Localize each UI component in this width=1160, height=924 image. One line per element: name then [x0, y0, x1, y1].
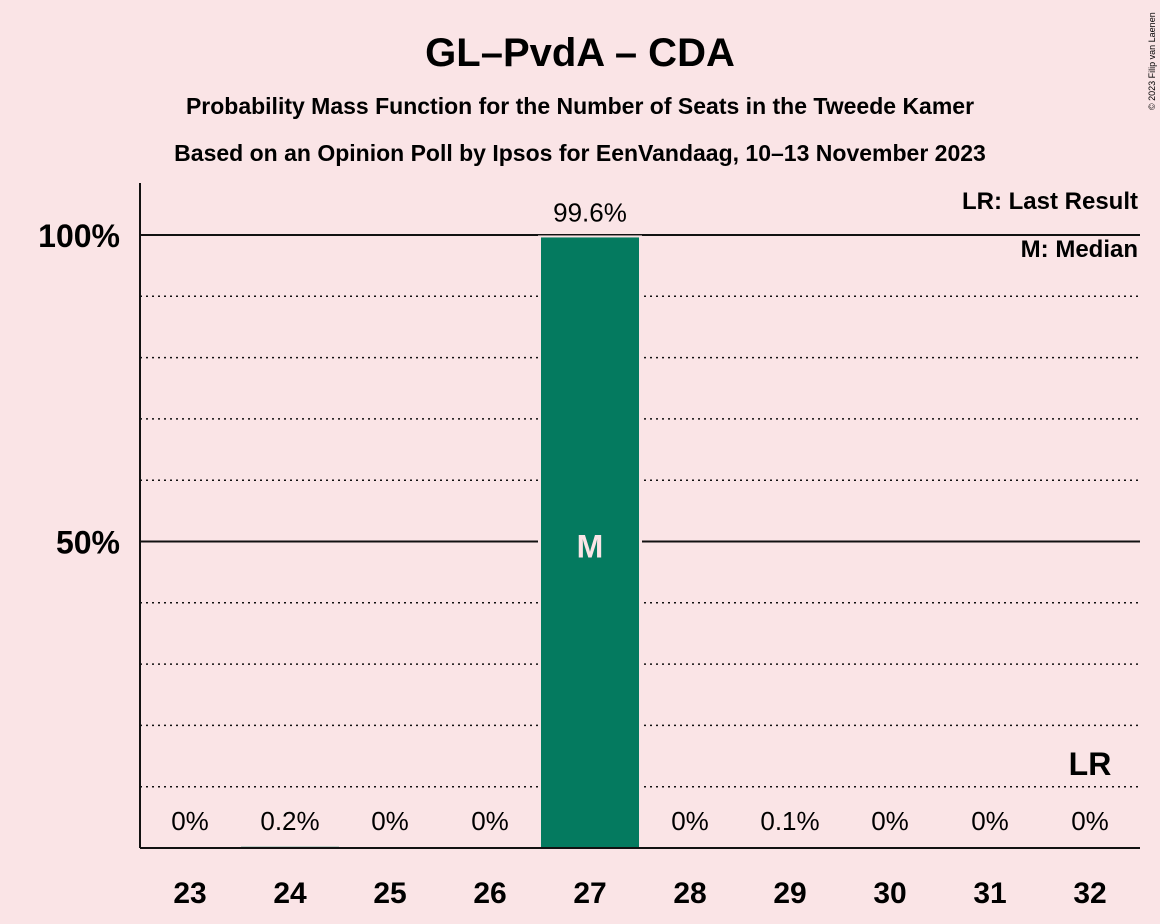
value-label-29: 0.1%	[760, 806, 819, 836]
bar-27	[541, 237, 639, 848]
x-tick-28: 28	[673, 877, 706, 910]
y-tick-labels: 50% 100%	[38, 218, 120, 561]
x-tick-labels: 23 24 25 26 27 28 29 30 31 32	[173, 877, 1106, 910]
value-label-26: 0%	[471, 806, 509, 836]
x-tick-29: 29	[773, 877, 806, 910]
value-label-32: 0%	[1071, 806, 1109, 836]
x-tick-32: 32	[1073, 877, 1106, 910]
value-label-30: 0%	[871, 806, 909, 836]
x-tick-25: 25	[373, 877, 406, 910]
value-label-24: 0.2%	[260, 806, 319, 836]
copyright-text: © 2023 Filip van Laenen	[1147, 12, 1157, 110]
value-labels: 0% 0.2% 0% 0% 99.6% M 0% 0.1% 0% 0% 0% LR	[171, 197, 1111, 836]
value-label-27: 99.6%	[553, 197, 627, 227]
x-tick-23: 23	[173, 877, 206, 910]
chart-subtitle-2: Based on an Opinion Poll by Ipsos for Ee…	[174, 140, 986, 166]
chart-subtitle: Probability Mass Function for the Number…	[186, 93, 974, 119]
x-tick-26: 26	[473, 877, 506, 910]
last-result-marker: LR	[1069, 746, 1112, 782]
bars	[241, 235, 839, 848]
median-marker: M	[577, 529, 604, 565]
chart-title: GL–PvdA – CDA	[425, 31, 735, 75]
x-tick-27: 27	[573, 877, 606, 910]
axes	[139, 183, 1140, 849]
x-tick-30: 30	[873, 877, 906, 910]
legend-last-result: LR: Last Result	[962, 188, 1138, 215]
value-label-31: 0%	[971, 806, 1009, 836]
y-tick-100: 100%	[38, 218, 120, 254]
value-label-23: 0%	[171, 806, 209, 836]
value-label-25: 0%	[371, 806, 409, 836]
legend-median: M: Median	[1021, 236, 1138, 263]
value-label-28: 0%	[671, 806, 709, 836]
x-tick-31: 31	[973, 877, 1006, 910]
x-tick-24: 24	[273, 877, 307, 910]
y-tick-50: 50%	[56, 525, 120, 561]
